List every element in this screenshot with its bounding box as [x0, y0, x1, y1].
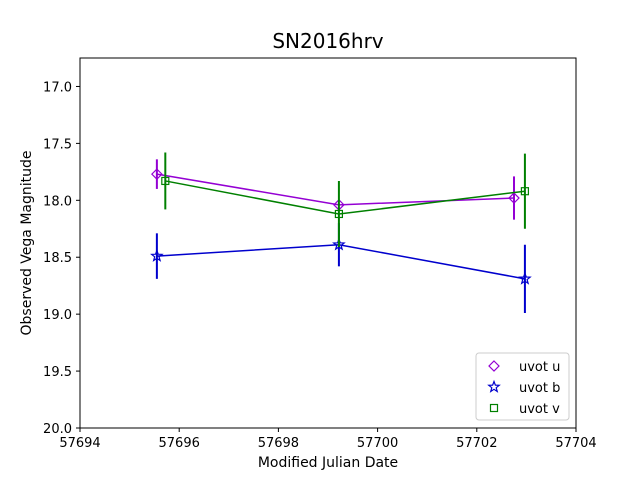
x-tick-label: 57704 [555, 436, 596, 451]
y-tick-label: 19.5 [43, 365, 72, 380]
axes: 57694 57696 57698 57700 57702 57704 17.0 17.5 18… [43, 80, 597, 451]
data-point-uvot-b [150, 248, 164, 262]
x-axis-label: Modified Julian Date [258, 455, 398, 471]
plot-area [150, 152, 532, 314]
x-tick-label: 57696 [159, 436, 200, 451]
legend-label-uvot-b: uvot b [519, 381, 560, 396]
legend-label-uvot-v: uvot v [519, 402, 560, 417]
y-tick-label: 18.5 [43, 251, 72, 266]
data-point-uvot-v [334, 209, 344, 219]
series-uvot-v [161, 152, 530, 247]
legend: uvot u uvot b uvot v [475, 352, 570, 421]
legend-marker-uvot-v [489, 403, 499, 413]
x-tick-label: 57698 [258, 436, 299, 451]
x-tick-label: 57700 [357, 436, 398, 451]
chart-title: SN2016hrv [272, 29, 383, 53]
data-point-uvot-u [508, 192, 520, 204]
legend-label-uvot-u: uvot u [519, 360, 560, 375]
data-point-uvot-b [518, 271, 532, 285]
data-point-uvot-u [151, 168, 163, 180]
y-axis-label: Observed Vega Magnitude [19, 151, 35, 336]
y-tick-label: 17.0 [43, 80, 72, 95]
series-line-uvot-v [165, 180, 526, 215]
data-point-uvot-v [161, 176, 170, 186]
data-point-uvot-v [520, 187, 530, 196]
y-tick-label: 17.5 [43, 137, 72, 152]
legend-marker-uvot-u [488, 360, 500, 372]
data-point-uvot-b [332, 237, 346, 251]
x-tick-label: 57694 [59, 436, 100, 451]
series-uvot-b [150, 223, 532, 314]
legend-marker-uvot-b [487, 379, 501, 393]
x-tick-label: 57702 [456, 436, 497, 451]
y-tick-label: 19.0 [43, 308, 72, 323]
y-tick-label: 18.0 [43, 194, 72, 209]
plot-frame [79, 57, 577, 429]
legend-box [475, 352, 570, 421]
series-line-uvot-b [156, 243, 526, 280]
y-tick-label: 20.0 [43, 422, 72, 437]
